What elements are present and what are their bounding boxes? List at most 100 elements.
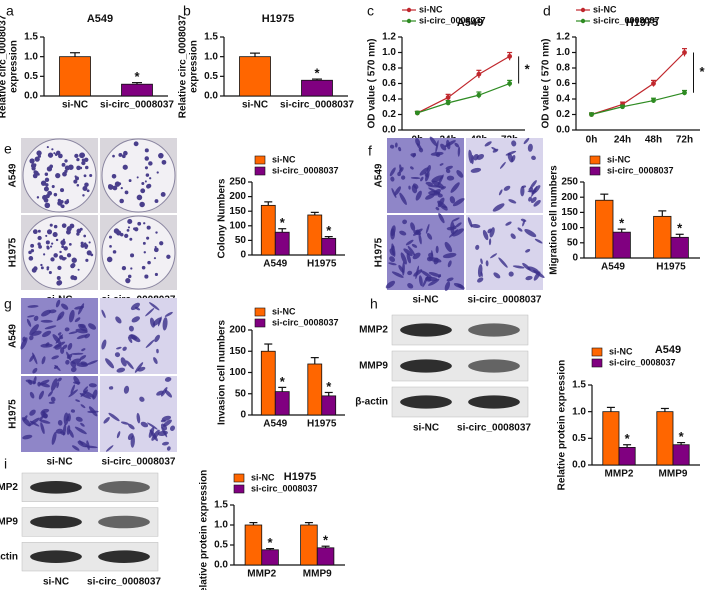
x-tick-label: 0h bbox=[586, 135, 598, 146]
cell bbox=[29, 324, 39, 336]
cell bbox=[439, 163, 444, 166]
cell bbox=[508, 199, 517, 204]
colony bbox=[62, 238, 65, 241]
cell bbox=[480, 258, 483, 265]
blot-row-label: β-actin bbox=[355, 397, 388, 408]
cell bbox=[120, 357, 127, 367]
cell bbox=[51, 378, 58, 392]
colony bbox=[32, 173, 38, 179]
cell bbox=[531, 155, 536, 161]
cell bbox=[70, 384, 76, 395]
panel-letter: d bbox=[543, 3, 551, 19]
cell bbox=[523, 137, 530, 145]
cell bbox=[154, 334, 160, 343]
colony bbox=[55, 172, 61, 179]
colony bbox=[52, 231, 58, 238]
cell bbox=[426, 232, 433, 240]
cell bbox=[531, 185, 541, 195]
colony bbox=[153, 257, 157, 260]
blot-band bbox=[468, 323, 520, 337]
x-tick-label: 48h bbox=[645, 135, 662, 146]
colony bbox=[61, 223, 67, 228]
colony bbox=[57, 265, 62, 270]
legend-label: si-circ_0008037 bbox=[272, 317, 339, 327]
bar bbox=[261, 549, 279, 566]
cell bbox=[484, 141, 492, 147]
cell bbox=[86, 360, 98, 366]
cell bbox=[149, 317, 156, 328]
cell bbox=[426, 164, 431, 173]
cell bbox=[116, 367, 126, 373]
colony bbox=[111, 173, 117, 179]
colony bbox=[53, 253, 58, 258]
colony bbox=[68, 164, 74, 170]
cell bbox=[156, 390, 164, 396]
colony bbox=[49, 223, 53, 227]
colony bbox=[81, 160, 86, 166]
bar bbox=[672, 444, 690, 466]
y-tick-label: 0 bbox=[240, 410, 246, 421]
colony bbox=[36, 150, 42, 156]
cell bbox=[127, 433, 134, 440]
colony bbox=[143, 251, 146, 254]
colony bbox=[145, 173, 150, 177]
cell bbox=[517, 227, 523, 232]
cell bbox=[51, 355, 59, 360]
legend-label: si-NC bbox=[607, 154, 631, 164]
blot-band bbox=[98, 481, 150, 494]
colony bbox=[79, 166, 83, 170]
y-axis-label: Relative protein expression bbox=[199, 470, 210, 590]
colony bbox=[129, 237, 133, 241]
colony bbox=[48, 271, 52, 275]
panel-letter: g bbox=[4, 296, 12, 312]
cell bbox=[428, 257, 442, 263]
cell bbox=[80, 422, 85, 427]
colony bbox=[88, 241, 91, 244]
cell bbox=[20, 337, 28, 350]
cell bbox=[105, 358, 115, 369]
cell bbox=[135, 306, 141, 311]
y-tick-label: 0.0 bbox=[382, 125, 396, 136]
cell bbox=[476, 153, 485, 160]
annotation: * bbox=[700, 64, 706, 79]
image-col-label: si-NC bbox=[46, 457, 72, 468]
colony bbox=[137, 221, 142, 226]
y-tick-label: 0.6 bbox=[556, 78, 570, 89]
chart-title: A549 bbox=[457, 17, 483, 29]
colony bbox=[37, 242, 41, 246]
cell bbox=[401, 175, 406, 180]
cell bbox=[413, 228, 423, 236]
legend-marker bbox=[580, 7, 586, 13]
legend-swatch bbox=[589, 166, 601, 176]
colony bbox=[82, 194, 85, 197]
bar bbox=[300, 524, 318, 566]
colony bbox=[43, 186, 49, 192]
colony bbox=[84, 157, 89, 163]
colony bbox=[53, 152, 56, 155]
colony bbox=[46, 166, 53, 172]
colony bbox=[71, 263, 76, 268]
cell bbox=[56, 381, 60, 389]
cell bbox=[59, 335, 64, 340]
y-tick-label: 150 bbox=[229, 346, 246, 357]
colony bbox=[85, 258, 89, 262]
cell bbox=[67, 342, 73, 351]
marker bbox=[445, 95, 451, 100]
panel-letter: a bbox=[6, 3, 14, 19]
legend-label: si-NC bbox=[272, 306, 296, 316]
blot-band bbox=[30, 481, 82, 494]
image-row-label: A549 bbox=[8, 163, 19, 187]
cell bbox=[533, 271, 541, 281]
y-tick-label: 0.0 bbox=[204, 91, 218, 102]
y-axis-label: Colony Numbers bbox=[217, 178, 228, 258]
cell bbox=[169, 425, 176, 431]
x-tick-label: si-NC bbox=[62, 100, 88, 111]
colony bbox=[128, 179, 132, 183]
cell bbox=[510, 233, 516, 239]
cell bbox=[26, 318, 32, 327]
significance: * bbox=[619, 216, 625, 231]
colony bbox=[38, 244, 42, 249]
cell bbox=[162, 317, 168, 331]
bar bbox=[260, 350, 276, 416]
